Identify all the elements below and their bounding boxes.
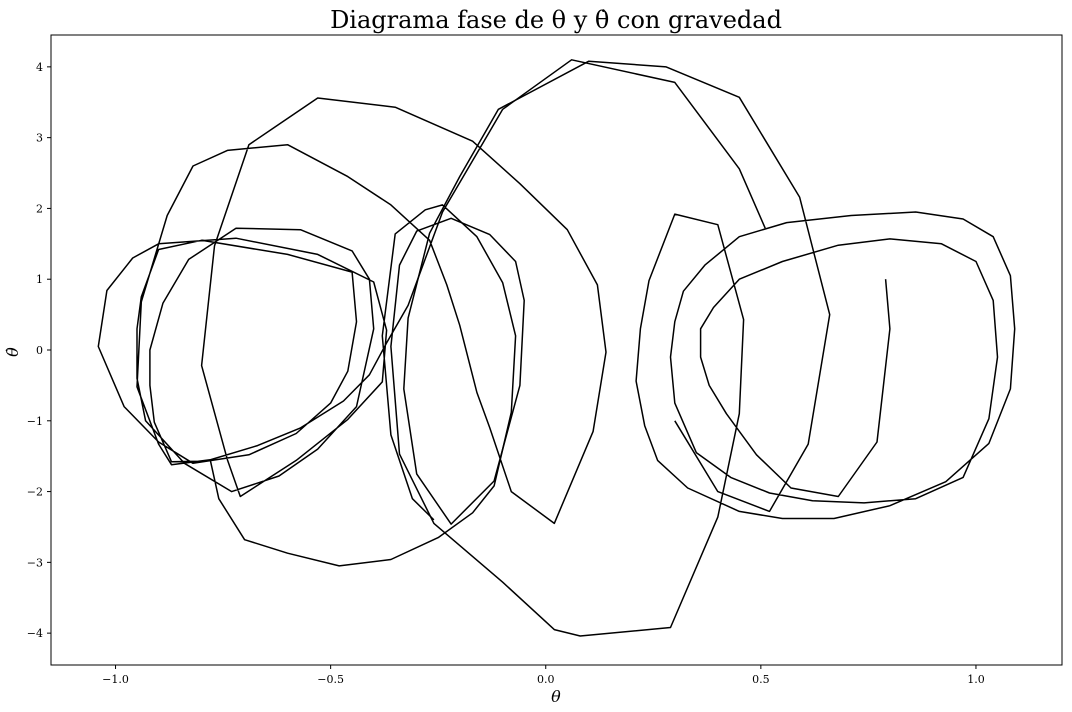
x-tick-label: 0.5	[752, 673, 770, 686]
x-tick-label: 0.0	[537, 673, 555, 686]
series-line-0	[390, 60, 1016, 637]
y-tick-label: −3	[27, 556, 43, 569]
x-tick-label: −0.5	[317, 673, 344, 686]
series-line-1	[97, 59, 766, 567]
y-tick-label: 0	[36, 344, 43, 357]
series-group	[97, 59, 1016, 637]
x-axis-label: θ	[551, 687, 561, 706]
x-axis: −1.0 −0.5 0.0 0.5 1.0	[102, 665, 985, 686]
y-tick-label: −4	[27, 627, 43, 640]
y-tick-label: 3	[36, 132, 43, 145]
x-tick-label: −1.0	[102, 673, 129, 686]
y-axis-label: θ̇	[3, 347, 22, 357]
chart-title: Diagrama fase de θ y θ̇ con gravedad	[330, 6, 782, 34]
x-tick-label: 1.0	[967, 673, 985, 686]
y-axis: −4 −3 −2 −1 0 1 2 3 4	[27, 61, 51, 640]
y-tick-label: −1	[27, 415, 43, 428]
y-tick-label: 2	[36, 202, 43, 215]
y-tick-label: −2	[27, 486, 43, 499]
y-tick-label: 4	[36, 61, 43, 74]
y-tick-label: 1	[36, 273, 43, 286]
